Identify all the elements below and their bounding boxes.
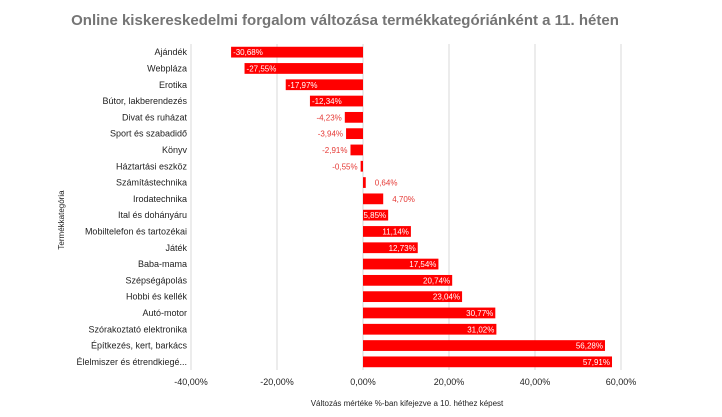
- x-tick-label: 60,00%: [606, 377, 637, 387]
- category-label: Szórakoztató elektronika: [88, 324, 187, 334]
- bar: [363, 242, 418, 254]
- bar: [363, 307, 496, 319]
- x-tick-label: 0,00%: [350, 377, 376, 387]
- category-label: Számítástechnika: [116, 178, 187, 188]
- category-label: Bútor, lakberendezés: [102, 96, 187, 106]
- category-label: Építkezés, kert, barkács: [91, 341, 188, 351]
- bar: [244, 63, 363, 74]
- bar: [346, 128, 363, 140]
- data-label: -12,34%: [312, 97, 342, 106]
- bar: [350, 144, 363, 156]
- data-label: 5,85%: [363, 211, 386, 220]
- bar: [363, 193, 384, 205]
- bar: [363, 177, 366, 188]
- category-labels: Ajándék Webpláza Erotika Bútor, lakberendez…: [76, 47, 187, 367]
- bar: [309, 95, 363, 107]
- data-label: 0,64%: [375, 179, 398, 188]
- data-label: 20,74%: [423, 276, 450, 285]
- bar: [363, 209, 389, 221]
- bar: [360, 160, 363, 172]
- x-tick-label: 20,00%: [434, 377, 465, 387]
- category-label: Ajándék: [154, 47, 187, 57]
- category-label: Játék: [165, 243, 187, 253]
- category-label: Szépségápolás: [125, 275, 187, 285]
- data-label: -0,55%: [332, 162, 357, 171]
- bar: [285, 79, 363, 91]
- bar: [363, 340, 606, 351]
- bar: [363, 356, 613, 368]
- bar: [231, 46, 363, 58]
- category-label: Irodatechnika: [133, 194, 187, 204]
- grid-lines: [190, 44, 622, 370]
- data-label: 11,14%: [382, 227, 409, 236]
- bar: [363, 323, 497, 335]
- y-axis-label: Termékkategória: [57, 190, 66, 250]
- category-label: Sport és szabadidő: [110, 129, 187, 139]
- x-tick-label: -20,00%: [260, 377, 294, 387]
- category-label: Hobbi és kellék: [126, 292, 188, 302]
- x-tick-label: 40,00%: [520, 377, 551, 387]
- x-tick-labels: -40,00% -20,00% 0,00% 20,00% 40,00% 60,00%: [174, 377, 636, 387]
- category-label: Autó-motor: [142, 308, 187, 318]
- category-label: Baba-mama: [138, 259, 187, 269]
- bar: [363, 291, 463, 303]
- bar: [363, 274, 453, 286]
- data-label: -17,97%: [288, 81, 318, 90]
- x-tick-label: -40,00%: [174, 377, 208, 387]
- category-label: Webpláza: [147, 63, 187, 73]
- data-label: -4,23%: [316, 113, 341, 122]
- chart-title: Online kiskereskedelmi forgalom változás…: [71, 12, 619, 29]
- data-label: 30,77%: [466, 309, 493, 318]
- bar: [363, 258, 439, 270]
- data-label: -30,68%: [233, 48, 263, 57]
- data-label: 23,04%: [433, 293, 460, 302]
- category-label: Élelmiszer és étrendkiegé...: [76, 357, 187, 367]
- category-label: Háztartási eszköz: [116, 161, 188, 171]
- x-axis-label: Változás mértéke %-ban kifejezve a 10. h…: [311, 399, 504, 408]
- data-label: 4,70%: [392, 195, 415, 204]
- data-label: 56,28%: [576, 342, 603, 351]
- data-labels: -30,68% -27,55% -17,97% -12,34% -4,23% -3,94%…: [233, 48, 610, 367]
- data-label: -2,91%: [322, 146, 347, 155]
- data-label: -27,55%: [247, 64, 277, 73]
- data-label: 57,91%: [583, 358, 610, 367]
- data-label: 31,02%: [467, 325, 494, 334]
- category-label: Könyv: [162, 145, 188, 155]
- bars: [231, 46, 613, 368]
- bar: [363, 226, 411, 237]
- category-label: Mobiltelefon és tartozékai: [85, 226, 187, 236]
- category-label: Erotika: [159, 80, 187, 90]
- bar: [344, 111, 363, 123]
- data-label: -3,94%: [318, 130, 343, 139]
- category-label: Divat és ruházat: [122, 112, 188, 122]
- data-label: 17,54%: [409, 260, 436, 269]
- category-label: Ital és dohányáru: [118, 210, 187, 220]
- data-label: 12,73%: [389, 244, 416, 253]
